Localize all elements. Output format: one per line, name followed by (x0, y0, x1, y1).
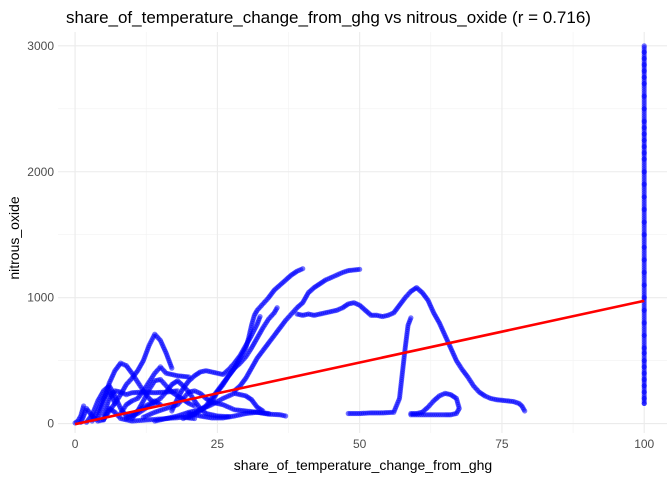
data-point (274, 305, 280, 311)
x-tick-label: 0 (72, 437, 79, 451)
data-point (522, 408, 528, 414)
y-tick-label: 1000 (27, 291, 54, 305)
points-layer (72, 43, 647, 426)
data-point (408, 412, 414, 418)
x-tick-label: 25 (211, 437, 225, 451)
y-tick-labels: 0 1000 2000 3000 (27, 39, 54, 431)
data-point (283, 413, 289, 419)
x-tick-label: 100 (634, 437, 654, 451)
x-tick-label: 75 (495, 437, 509, 451)
x-tick-labels: 0 25 50 75 100 (72, 437, 655, 451)
grid-layer (58, 32, 667, 433)
data-point (641, 45, 647, 51)
y-tick-label: 3000 (27, 39, 54, 53)
data-point (300, 266, 306, 272)
trend-layer (74, 299, 645, 426)
trend-line (74, 299, 645, 426)
y-tick-label: 0 (47, 417, 54, 431)
y-axis-title: nitrous_oxide (6, 196, 22, 279)
data-point (257, 313, 263, 320)
data-point (408, 315, 414, 321)
x-tick-label: 50 (353, 437, 367, 451)
data-point (192, 403, 198, 409)
x-axis-title: share_of_temperature_change_from_ghg (234, 457, 492, 473)
chart-title: share_of_temperature_change_from_ghg vs … (66, 8, 591, 27)
data-point (357, 266, 363, 272)
y-tick-label: 2000 (27, 165, 54, 179)
data-point (169, 365, 175, 371)
